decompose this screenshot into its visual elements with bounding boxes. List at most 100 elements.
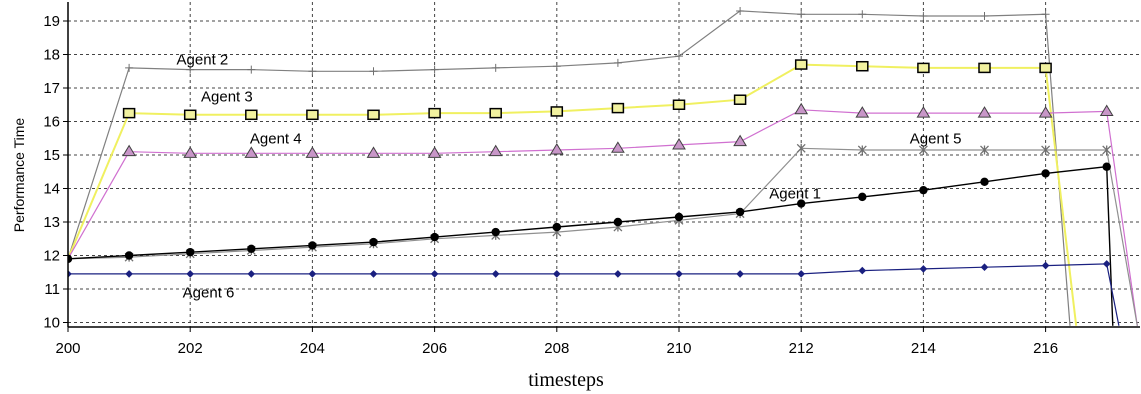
y-tick-label: 19 xyxy=(43,13,60,30)
y-tick-label: 12 xyxy=(43,248,60,265)
triangle-marker xyxy=(794,102,809,115)
plus-marker xyxy=(430,65,439,74)
square-marker xyxy=(611,102,625,114)
y-tick-label: 17 xyxy=(43,80,60,97)
circle-marker xyxy=(68,254,73,264)
plus-marker xyxy=(797,10,806,19)
diamond-marker xyxy=(614,270,622,278)
square-marker xyxy=(794,59,808,70)
axes xyxy=(67,2,1140,328)
diamond-marker xyxy=(553,270,561,278)
square-marker xyxy=(672,99,686,110)
circle-marker xyxy=(247,244,256,253)
diamond-marker xyxy=(797,270,805,278)
circle-marker xyxy=(552,222,561,232)
series-label: Agent 6 xyxy=(183,284,235,301)
diamond-marker xyxy=(68,270,72,278)
tick-labels: 10 11 12 13 14 15 16 17 18 19 200 202 204 206 208 210 21… xyxy=(43,13,1058,357)
triangle-marker xyxy=(1099,104,1114,116)
x-axis-title: timesteps xyxy=(528,369,604,391)
series-label: Agent 3 xyxy=(201,88,253,105)
plus-marker xyxy=(980,11,989,20)
x-tick-label: 214 xyxy=(911,340,936,357)
square-marker xyxy=(550,106,564,117)
series-label: Agent 4 xyxy=(250,130,302,147)
x-tick-label: 204 xyxy=(300,340,325,357)
diamond-marker xyxy=(858,266,867,275)
x-tick-label: 206 xyxy=(422,340,447,357)
diamond-marker xyxy=(919,265,928,273)
series-layer xyxy=(68,6,1138,326)
diamond-marker xyxy=(186,270,194,278)
square-marker xyxy=(428,107,441,119)
triangle-marker xyxy=(183,146,198,158)
x-tick-label: 216 xyxy=(1033,340,1058,357)
triangle-marker xyxy=(366,146,381,158)
square-marker xyxy=(856,60,869,72)
square-marker xyxy=(1039,62,1052,74)
square-marker xyxy=(122,107,136,119)
star-marker xyxy=(918,145,928,155)
plot-background xyxy=(68,2,1140,327)
diamond-marker xyxy=(247,270,256,278)
plus-marker xyxy=(858,10,867,19)
plus-marker xyxy=(552,62,561,71)
diamond-marker xyxy=(491,270,500,278)
series-label: Agent 2 xyxy=(177,52,229,69)
square-marker xyxy=(733,94,747,105)
plus-marker xyxy=(736,6,745,15)
x-tick-label: 210 xyxy=(666,340,691,357)
diamond-marker xyxy=(369,270,378,278)
square-marker xyxy=(245,109,258,121)
y-axis-title: Performance Time xyxy=(11,118,27,233)
plus-marker xyxy=(613,58,622,67)
plus-marker xyxy=(1041,10,1050,19)
triangle-marker xyxy=(672,137,686,150)
series-agent-4 xyxy=(68,102,1138,326)
circle-marker xyxy=(186,247,195,257)
series-agent-6 xyxy=(68,260,1120,326)
triangle-marker xyxy=(549,143,564,155)
square-marker xyxy=(489,107,502,119)
circle-marker xyxy=(124,251,134,260)
plus-marker xyxy=(186,65,195,74)
circle-marker xyxy=(735,207,745,217)
triangle-marker xyxy=(611,141,625,153)
circle-marker xyxy=(1041,169,1050,178)
series-agent-2 xyxy=(68,6,1071,326)
plus-marker xyxy=(308,67,317,76)
circle-marker xyxy=(369,237,378,247)
triangle-marker xyxy=(977,106,992,118)
triangle-marker xyxy=(305,146,320,158)
circle-marker xyxy=(1102,162,1111,171)
diamond-marker xyxy=(675,270,683,278)
series-line xyxy=(68,63,1078,326)
circle-marker xyxy=(858,192,867,202)
series-line xyxy=(68,10,1071,326)
plus-marker xyxy=(675,52,683,61)
square-marker xyxy=(917,62,930,74)
diamond-marker xyxy=(308,270,317,278)
y-tick-label: 14 xyxy=(43,181,60,198)
triangle-marker xyxy=(244,146,259,158)
star-marker xyxy=(980,145,989,155)
y-tick-label: 11 xyxy=(44,281,60,298)
circle-marker xyxy=(919,185,928,195)
star-marker xyxy=(857,145,867,155)
plus-marker xyxy=(491,63,500,72)
star-marker xyxy=(1102,145,1112,155)
x-tick-label: 212 xyxy=(789,340,814,357)
circle-marker xyxy=(980,177,989,186)
series-label: Agent 5 xyxy=(910,130,962,147)
plus-marker xyxy=(919,11,928,20)
triangle-marker xyxy=(916,106,931,118)
square-marker xyxy=(978,62,991,74)
diamond-marker xyxy=(1102,260,1111,268)
circle-marker xyxy=(674,212,684,222)
diamond-marker xyxy=(1041,261,1050,270)
y-tick-label: 13 xyxy=(43,214,60,231)
series-labels: Agent 2 Agent 3 Agent 4 Agent 5 Agent 1 Agent… xyxy=(177,52,962,302)
y-tick-label: 16 xyxy=(43,114,60,131)
